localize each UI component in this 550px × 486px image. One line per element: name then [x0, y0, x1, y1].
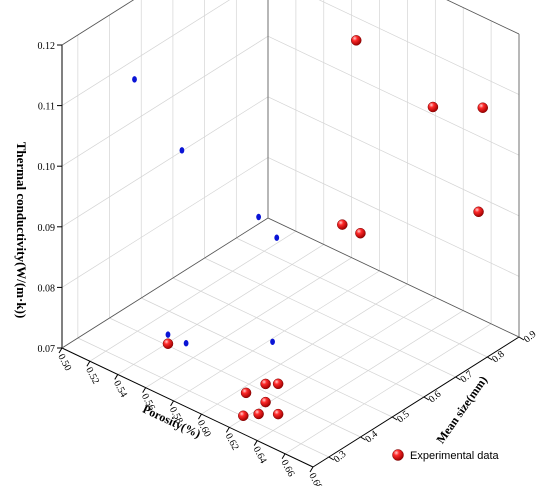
- x-tick-mark: [58, 347, 63, 354]
- projection-point: [183, 340, 189, 347]
- data-point: [272, 378, 284, 390]
- y-tick-mark: [487, 356, 493, 361]
- grid-line: [173, 270, 380, 402]
- grid-line: [61, 96, 269, 228]
- grid-line: [61, 35, 269, 167]
- x-tick-label: 0.52: [83, 365, 101, 386]
- y-tick-label: 0.3: [332, 449, 349, 465]
- projection-point: [179, 147, 185, 154]
- grid-line: [267, 157, 520, 277]
- x-tick-mark: [170, 400, 174, 407]
- y-axis-title: Mean size(mm): [433, 373, 490, 446]
- grid-line: [172, 277, 425, 398]
- y-tick-mark: [455, 376, 461, 381]
- box-edge: [446, 0, 520, 35]
- y-tick-mark: [518, 336, 525, 341]
- y-tick-label: 0.5: [395, 409, 412, 425]
- y-tick-label: 0.6: [427, 389, 444, 405]
- x-tick-label: 0.62: [223, 432, 241, 453]
- projection-point: [132, 76, 137, 83]
- x-tick-label: 0.68: [306, 471, 324, 486]
- legend-label: Experimental data: [410, 450, 500, 462]
- y-axis-line: [312, 336, 520, 468]
- grid-line: [117, 244, 324, 375]
- x-tick-label: 0.50: [55, 352, 73, 373]
- z-tick-label: 0.08: [38, 283, 56, 294]
- grid-line: [77, 337, 329, 458]
- box-edge: [61, 0, 135, 46]
- data-point: [272, 408, 284, 420]
- grid-line: [61, 157, 269, 288]
- z-tick-label: 0.07: [38, 344, 56, 355]
- x-tick-mark: [225, 427, 230, 433]
- y-tick-label: 0.8: [490, 349, 507, 365]
- data-point: [260, 396, 271, 408]
- projection-point: [270, 338, 275, 345]
- x-tick-mark: [253, 440, 258, 446]
- grid-line: [229, 297, 436, 428]
- data-point: [473, 206, 484, 218]
- y-tick-mark: [391, 416, 398, 421]
- grid-line: [236, 237, 488, 358]
- y-tick-mark: [423, 396, 430, 401]
- projection-point: [256, 213, 262, 221]
- grid-line: [145, 257, 352, 388]
- grid-layer: [61, 0, 520, 468]
- grid-line: [109, 317, 361, 438]
- grid-line: [201, 283, 408, 415]
- grid-line: [61, 0, 230, 106]
- z-tick-label: 0.12: [38, 41, 56, 52]
- x-tick-mark: [281, 453, 286, 460]
- data-points: [162, 35, 488, 422]
- z-axis-title: Thermal conductivity(W/(m·k)): [14, 142, 29, 319]
- grid-line: [267, 96, 520, 217]
- projection-points: [132, 76, 281, 419]
- grid-line: [141, 297, 393, 418]
- box-edge: [267, 217, 520, 338]
- y-tick-label: 0.4: [363, 429, 380, 445]
- x-tick-label: 0.54: [111, 379, 129, 400]
- grid-line: [257, 310, 464, 441]
- box-edge: [61, 217, 269, 349]
- grid-line: [318, 0, 520, 95]
- x-tick-mark: [114, 374, 119, 380]
- grid-line: [89, 230, 297, 362]
- z-tick-label: 0.10: [38, 162, 56, 173]
- data-point: [238, 410, 249, 422]
- x-tick-mark: [86, 360, 91, 367]
- y-tick-mark: [328, 456, 335, 461]
- grid-line: [446, 0, 520, 35]
- x-tick-mark: [198, 413, 202, 420]
- x-tick-mark: [142, 387, 147, 393]
- x-tick-label: 0.64: [251, 445, 269, 466]
- data-point: [253, 408, 264, 420]
- grid-line: [61, 0, 134, 46]
- data-point: [162, 338, 174, 349]
- grid-line: [284, 323, 492, 455]
- data-point: [240, 387, 252, 399]
- data-point: [355, 227, 366, 239]
- z-tick-label: 0.09: [38, 223, 56, 234]
- data-point: [350, 35, 362, 46]
- grid-line: [204, 257, 456, 378]
- projection-point: [274, 234, 280, 241]
- x-tick-mark: [309, 466, 314, 473]
- y-tick-mark: [360, 436, 366, 441]
- legend-marker: [392, 449, 404, 461]
- data-point: [477, 102, 488, 113]
- z-tick-label: 0.11: [38, 102, 55, 113]
- x-tick-label: 0.66: [278, 458, 296, 479]
- axes-layer: [57, 0, 525, 473]
- y-tick-label: 0.9: [522, 329, 539, 345]
- x-axis-line: [61, 347, 314, 468]
- data-point: [337, 219, 348, 230]
- projection-point: [165, 331, 171, 338]
- grid-line: [267, 35, 520, 156]
- data-point: [260, 378, 271, 390]
- legend: Experimental data: [392, 449, 500, 462]
- data-point: [427, 101, 439, 113]
